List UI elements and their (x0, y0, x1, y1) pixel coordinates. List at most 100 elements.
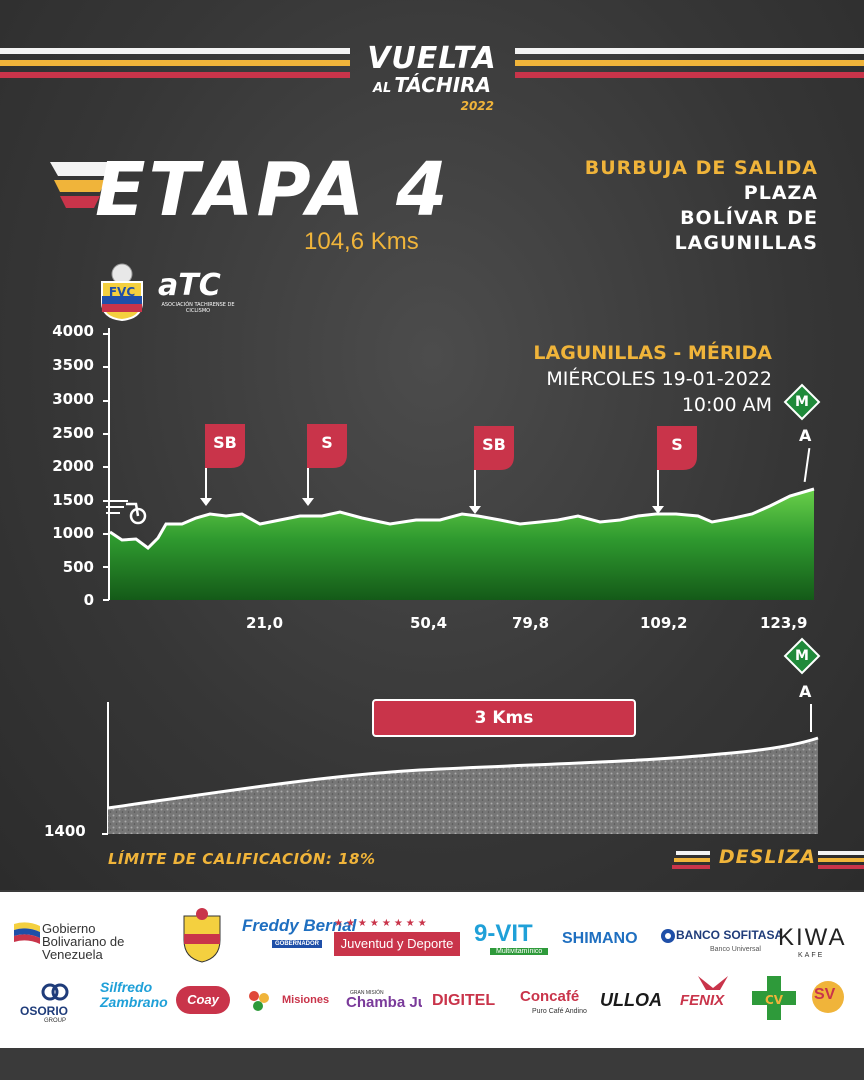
sponsor-ulloa: ULLOA (600, 990, 662, 1010)
climb-area (108, 738, 818, 834)
y-tick-label: 3000 (52, 390, 94, 408)
sponsor-freddy-bernal: Freddy Bernal (242, 916, 357, 935)
start-line-1: PLAZA (743, 182, 818, 204)
swipe-hint: DESLIZA (718, 846, 816, 868)
sponsor-silfredo-zambrano: Silfredo Zambrano (100, 979, 168, 1010)
sponsor-osorio-sub: GROUP (44, 1018, 67, 1024)
speed-lines-icon (50, 162, 114, 208)
sponsor-chamba-pre: GRAN MISIÓN (350, 990, 384, 996)
y-tick-label: 2000 (52, 457, 94, 475)
marker-pointer (474, 470, 476, 508)
sponsor-chamba-juvenil: Chamba Juvenil (346, 994, 422, 1011)
stage-title: ETAPA 4 (95, 147, 451, 233)
atc-logo-text: aTC (158, 268, 221, 303)
sponsor-stars-icon: ★★★★★★★★ (334, 918, 430, 929)
header-stripes-right (515, 48, 864, 94)
start-line-3: LAGUNILLAS (674, 232, 818, 254)
y-tick-label: 0 (83, 591, 94, 609)
final-climb-banner: 3 Kms (372, 699, 636, 737)
svg-text:FVC: FVC (109, 285, 135, 299)
sponsor-sofitasa-sub: Banco Universal (710, 946, 761, 953)
sponsor-fenix: FENIX (680, 992, 725, 1009)
x-tick-label: 79,8 (512, 614, 550, 632)
sponsor-coay: Coay (176, 986, 230, 1014)
marker-label: S (321, 432, 333, 452)
marker-pointer (307, 468, 309, 500)
sofitasa-logo-icon (661, 929, 675, 943)
atc-logo-subtitle: ASOCIACIÓN TACHIRENSE DE CICLISMO (161, 302, 235, 314)
sv-logo-icon (812, 981, 844, 1013)
x-tick-label: 21,0 (246, 614, 284, 632)
sponsor-concafe: Concafé (520, 988, 580, 1005)
marker-arrowhead (652, 506, 664, 514)
route-time: 10:00 AM (681, 394, 772, 416)
x-tick-label: 123,9 (760, 614, 808, 632)
elevation-profile (103, 328, 815, 601)
sponsor-shimano: SHIMANO (562, 930, 638, 947)
start-line-2: BOLÍVAR DE (680, 207, 818, 229)
y-tick-label: 3500 (52, 356, 94, 374)
start-location: BURBUJA DE SALIDA PLAZA BOLÍVAR DE LAGUN… (585, 156, 818, 256)
marker-pointer (205, 468, 207, 500)
arrival-label: A (799, 682, 812, 701)
sprint-marker-flag: S (307, 424, 347, 468)
x-tick-label: 109,2 (640, 614, 688, 632)
final-climb-profile (102, 702, 819, 835)
tachira-shield-icon (183, 908, 221, 963)
y-tick-label: 2500 (52, 424, 94, 442)
marker-arrowhead (200, 498, 212, 506)
y-tick-label: 1000 (52, 524, 94, 542)
event-year: 2022 (460, 99, 494, 113)
sponsor-osorio: OSORIO (20, 1004, 69, 1018)
header-stripes-left (0, 48, 350, 94)
start-label: BURBUJA DE SALIDA (584, 157, 818, 179)
route-date: MIÉRCOLES 19-01-2022 (546, 368, 772, 390)
classification-limit: LÍMITE DE CALIFICACIÓN: 18% (108, 850, 376, 868)
sprint-marker-flag: SB (474, 426, 514, 470)
marker-label: S (671, 434, 683, 454)
background (0, 0, 864, 890)
y-tick-label: 500 (62, 558, 94, 576)
event-title: VUELTA (367, 41, 497, 76)
route-info: LAGUNILLAS - MÉRIDA MIÉRCOLES 19-01-2022… (533, 340, 772, 418)
sponsor-sofitasa: BANCO SOFITASA (676, 928, 784, 942)
sponsor-gobierno: Gobierno Bolivariano de Venezuela (42, 921, 125, 962)
sponsor-concafe-sub: Puro Café Andino (532, 1008, 587, 1015)
sprint-marker-flag: S (657, 426, 697, 470)
sponsor-digitel: DIGITEL (432, 992, 496, 1009)
sponsor-kiwa: KIWA (778, 924, 847, 951)
marker-pointer (657, 470, 659, 508)
event-logo: VUELTA AL TÁCHIRA 2022 (352, 41, 512, 113)
marker-arrowhead (469, 506, 481, 514)
y-tick-label: 4000 (52, 322, 94, 340)
finish-pointer (810, 704, 812, 732)
swipe-stripes-icon (672, 851, 710, 869)
footer-bar (0, 1048, 864, 1080)
profile-line (109, 487, 815, 550)
atc-logo: aTC ASOCIACIÓN TACHIRENSE DE CICLISMO (158, 270, 238, 326)
terrain-area (110, 489, 814, 600)
y-tick-label: 1500 (52, 491, 94, 509)
mountain-badge-label: M (795, 394, 809, 410)
marker-arrowhead (302, 498, 314, 506)
sponsor-9vit: 9-VIT (474, 920, 533, 947)
fvc-shield-icon: FVC (101, 263, 143, 322)
svg-text:CV: CV (765, 993, 784, 1007)
x-tick-label: 50,4 (410, 614, 448, 632)
osorio-logo-icon (41, 983, 69, 1001)
misiones-logo-icon (249, 991, 269, 1011)
pharmacy-cross-icon: CV (752, 976, 796, 1020)
bicycle-icon (106, 500, 147, 525)
venezuela-flag-icon (14, 922, 40, 944)
sponsor-misiones: Misiones (282, 994, 330, 1006)
route-title: LAGUNILLAS - MÉRIDA (533, 342, 772, 364)
sponsor-kiwa-sub: KAFE (798, 952, 825, 959)
arrival-label: A (799, 426, 812, 445)
swipe-stripes-right-icon (818, 851, 864, 869)
mountain-badge-label: M (795, 648, 809, 664)
stage-distance: 104,6 Kms (304, 228, 419, 255)
climb-y-label: 1400 (44, 822, 86, 840)
event-title-al: AL (372, 81, 392, 96)
marker-label: SB (213, 432, 237, 452)
sponsor-9vit-sub: Multivitamínico (490, 948, 549, 955)
